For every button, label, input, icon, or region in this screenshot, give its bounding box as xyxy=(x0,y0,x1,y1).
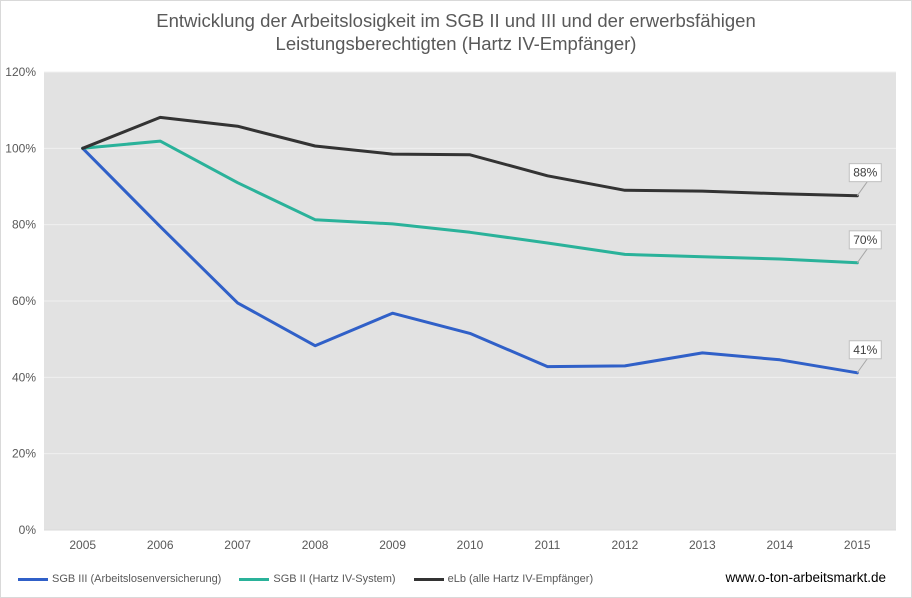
callout-box xyxy=(848,340,882,360)
chart-legend: SGB III (Arbeitslosenversicherung) SGB I… xyxy=(18,571,611,587)
legend-swatch-sgb3 xyxy=(18,577,48,581)
y-tick-label: 40% xyxy=(12,370,36,384)
x-tick-label: 2010 xyxy=(457,538,484,552)
y-tick-label: 100% xyxy=(5,141,36,155)
chart-title-line-1: Entwicklung der Arbeitslosigkeit im SGB … xyxy=(156,10,756,31)
series-sgb3-line xyxy=(81,146,859,375)
legend-swatch-sgb2 xyxy=(239,577,270,581)
x-tick-label: 2013 xyxy=(689,538,716,552)
callout-label: 41% xyxy=(853,343,877,357)
x-tick-label: 2014 xyxy=(766,538,793,552)
y-tick-label: 80% xyxy=(12,218,36,232)
legend-label-sgb3: SGB III (Arbeitslosenversicherung) xyxy=(52,573,222,585)
source-website: www.o-ton-arbeitsmarkt.de xyxy=(725,570,886,585)
callout-leader xyxy=(856,248,868,264)
legend-item-sgb3: SGB III (Arbeitslosenversicherung) xyxy=(18,573,221,585)
x-tick-label: 2006 xyxy=(147,538,174,552)
callout-box xyxy=(848,163,882,183)
legend-item-elb: eLb (alle Hartz IV-Empfänger) xyxy=(413,573,594,585)
y-tick-label: 120% xyxy=(5,65,36,79)
x-tick-label: 2011 xyxy=(535,538,561,552)
x-tick-label: 2008 xyxy=(302,538,329,552)
y-tick-label: 20% xyxy=(12,447,36,461)
y-tick-label: 60% xyxy=(12,294,36,308)
x-tick-label: 2012 xyxy=(612,538,639,552)
x-tick-label: 2005 xyxy=(69,538,96,552)
chart-title: Entwicklung der Arbeitslosigkeit im SGB … xyxy=(0,9,912,55)
legend-label-sgb2: SGB II (Hartz IV-System) xyxy=(273,573,396,585)
legend-label-elb: eLb (alle Hartz IV-Empfänger) xyxy=(447,573,594,585)
callout-leader xyxy=(856,181,868,196)
callout-leader xyxy=(856,358,868,374)
y-tick-label: 0% xyxy=(19,523,37,537)
callout-label: 88% xyxy=(853,166,877,180)
chart-title-line-2: Leistungsberechtigten (Hartz IV-Empfänge… xyxy=(275,33,637,54)
x-tick-label: 2007 xyxy=(224,538,251,552)
legend-swatch-elb xyxy=(413,577,444,581)
callout-label: 70% xyxy=(853,233,877,247)
series-sgb2-line xyxy=(81,139,859,265)
x-tick-label: 2009 xyxy=(379,538,406,552)
x-tick-label: 2015 xyxy=(844,538,871,552)
callout-box xyxy=(848,230,882,250)
series-elb-line xyxy=(81,115,859,198)
legend-item-sgb2: SGB II (Hartz IV-System) xyxy=(239,573,396,585)
